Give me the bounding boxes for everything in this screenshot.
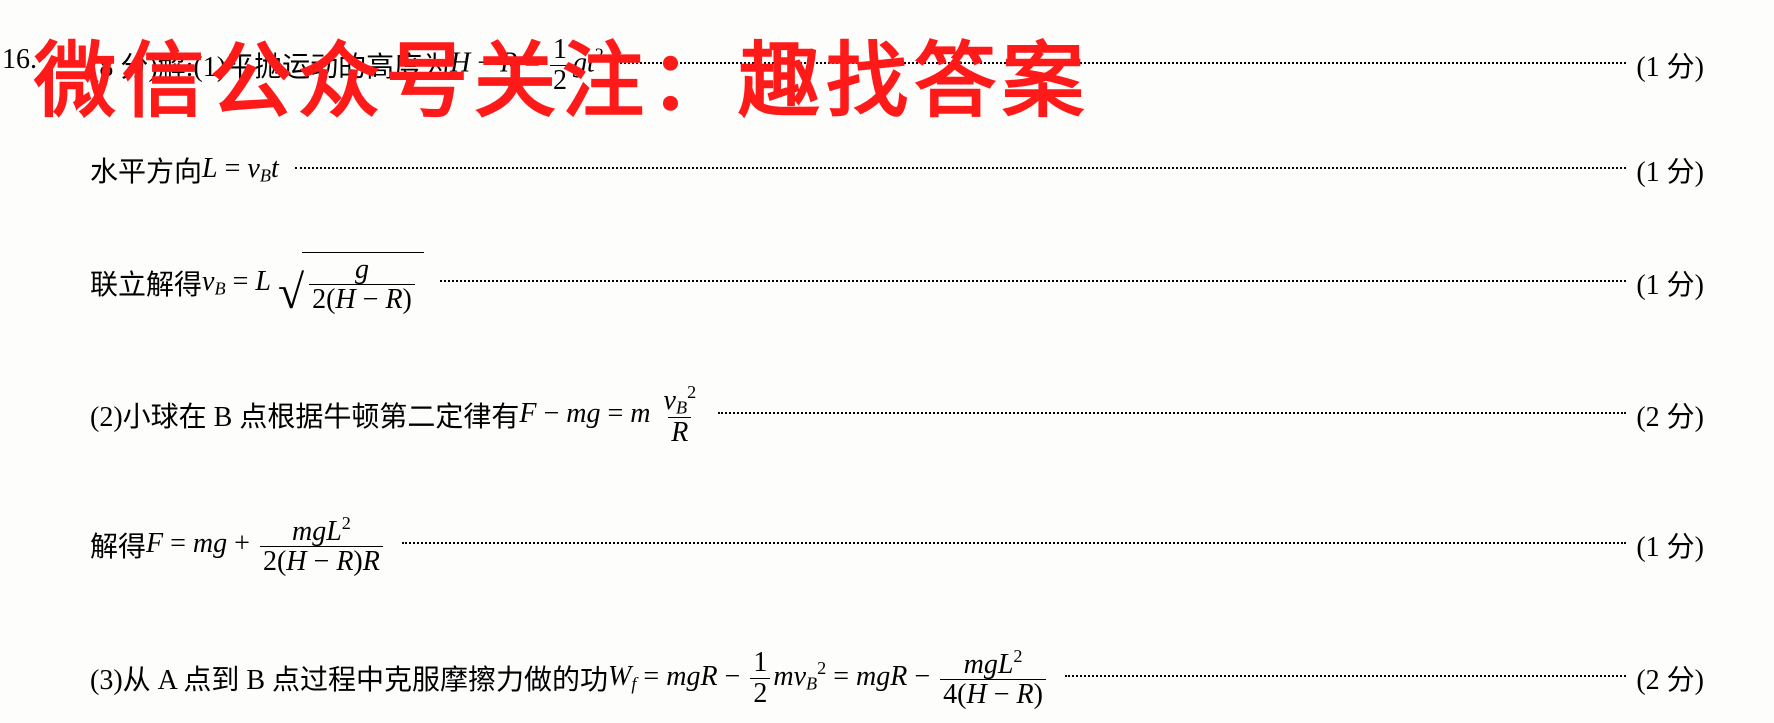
solution-line-1: (8 分)解:(1)平抛运动的高度为 H − R = 12gt2 (1 分) xyxy=(90,30,1704,100)
question-number: 16. xyxy=(2,44,37,76)
line3-points: (1 分) xyxy=(1636,263,1704,303)
line3-text: 联立解得 vB = L √g2(H − R) xyxy=(90,252,424,315)
dot-leader xyxy=(295,167,1627,169)
solution-line-2: 水平方向 L = vBt (1 分) xyxy=(90,135,1704,205)
line5-prefix: 解得 xyxy=(90,525,146,565)
solution-line-5: 解得 F = mg + mgL22(H − R)R (1 分) xyxy=(90,505,1704,585)
solution-line-3: 联立解得 vB = L √g2(H − R) (1 分) xyxy=(90,238,1704,328)
line2-prefix: 水平方向 xyxy=(90,150,202,190)
dot-leader xyxy=(1065,675,1626,677)
line2-points: (1 分) xyxy=(1636,150,1704,190)
dot-leader xyxy=(718,412,1626,414)
line6-points: (2 分) xyxy=(1636,658,1704,698)
line6-math: Wf = mgR − 12mvB2 = mgR − mgL24(H − R) xyxy=(608,647,1049,710)
dot-leader xyxy=(440,280,1626,282)
line3-prefix: 联立解得 xyxy=(90,263,202,303)
solution-line-6: (3)从 A 点到 B 点过程中克服摩擦力做的功 Wf = mgR − 12mv… xyxy=(90,638,1704,718)
line4-prefix: (2)小球在 B 点根据牛顿第二定律有 xyxy=(90,395,519,435)
line3-math: vB = L √g2(H − R) xyxy=(202,252,424,315)
solution-line-4: (2)小球在 B 点根据牛顿第二定律有 F − mg = m vB2R (2 分… xyxy=(90,375,1704,455)
dot-leader xyxy=(402,542,1626,544)
line1-prefix: (8 分)解:(1)平抛运动的高度为 xyxy=(90,45,450,85)
dot-leader xyxy=(620,62,1626,64)
line6-prefix: (3)从 A 点到 B 点过程中克服摩擦力做的功 xyxy=(90,658,608,698)
line5-text: 解得 F = mg + mgL22(H − R)R xyxy=(90,514,386,577)
line5-points: (1 分) xyxy=(1636,525,1704,565)
line5-math: F = mg + mgL22(H − R)R xyxy=(146,514,386,577)
line4-text: (2)小球在 B 点根据牛顿第二定律有 F − mg = m vB2R xyxy=(90,383,702,448)
line1-text: (8 分)解:(1)平抛运动的高度为 H − R = 12gt2 xyxy=(90,35,604,95)
line2-text: 水平方向 L = vBt xyxy=(90,150,279,190)
line1-points: (1 分) xyxy=(1636,45,1704,85)
line2-math: L = vBt xyxy=(202,153,279,187)
page: 微信公众号关注：趣找答案 16. (8 分)解:(1)平抛运动的高度为 H − … xyxy=(0,20,1734,703)
line1-math: H − R = 12gt2 xyxy=(450,35,604,95)
line6-text: (3)从 A 点到 B 点过程中克服摩擦力做的功 Wf = mgR − 12mv… xyxy=(90,647,1049,710)
line4-math: F − mg = m vB2R xyxy=(519,383,702,448)
line4-points: (2 分) xyxy=(1636,395,1704,435)
